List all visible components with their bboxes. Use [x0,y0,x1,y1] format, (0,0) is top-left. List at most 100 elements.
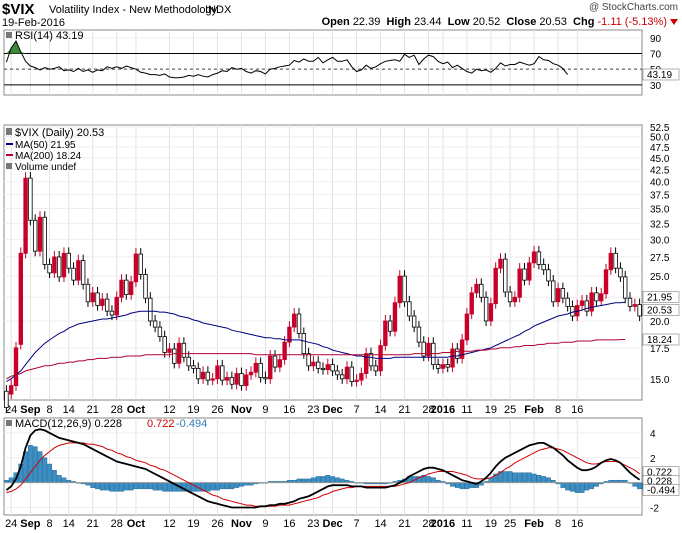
macd-histogram-bar [502,471,508,483]
macd-histogram-bar [219,482,225,490]
macd-histogram-bar [594,482,599,487]
candle-body [546,269,551,282]
candle-body [76,260,81,281]
x-tick-label: 9 [262,404,268,416]
candle-body [272,355,278,368]
candle-body [119,279,124,298]
candle-body [239,373,244,387]
open-label: Open [321,16,350,28]
candle-body [637,304,642,317]
candle-body [292,313,297,328]
macd-histogram-bar [205,482,211,492]
candle-body [594,292,599,302]
x-tick-label: 14 [63,518,75,530]
macd-panel [3,417,643,516]
candle-body [613,252,618,269]
candle-body [512,296,518,303]
x-tick-label: 7 [354,404,360,416]
candle-body [42,216,47,265]
ma50-last-value: 21.95 [647,293,672,304]
chg-value: -1.11 (-5.13%) [597,16,668,28]
x-tick-label: 14 [63,404,75,416]
macd-histogram-bar [61,477,67,483]
candle-body [277,359,283,368]
candle-body [100,298,105,306]
price-y-tick: 42.5 [650,165,670,176]
candle-body [133,253,139,283]
price-y-tick: 17.5 [650,344,670,355]
candle-body [531,251,537,264]
price-y-tick: 32.5 [650,219,670,230]
macd-histogram-bar [239,482,244,487]
candle-body [32,219,38,252]
x-tick-label: 28 [422,404,434,416]
candle-body [90,292,95,303]
candle-body [128,281,134,296]
macd-histogram-bar [128,482,134,491]
x-tick-label: 19 [485,404,497,416]
macd-legend: MACD(12,26,9) 0.228 [15,418,122,430]
candle-body [507,291,513,303]
candle-body [191,365,196,369]
x-tick-label: 16 [283,404,295,416]
open-value: 22.39 [352,16,381,28]
price-y-tick: 52.5 [650,123,670,134]
x-tick-label: 23 [307,404,319,416]
candle-body [220,365,225,381]
high-label: High [386,16,411,28]
candle-body [555,288,561,303]
candle-body [354,379,359,382]
macd-histogram-bar [325,475,331,483]
candle-body [464,313,470,341]
macd-histogram-bar [320,476,326,483]
candle-body [517,268,522,298]
x-tick-label: 28 [111,518,123,530]
candle-body [330,364,335,372]
down-arrow-icon [670,19,678,26]
ma200-line [6,339,626,380]
candle-body [172,348,177,364]
price-y-tick: 37.5 [650,191,670,202]
macd-histogram-bar [526,472,532,483]
x-tick-label: Feb [524,404,544,416]
macd-histogram-bar [450,482,455,487]
macd-histogram-bar [27,445,33,483]
candle-body [335,370,340,376]
candle-body [368,353,374,367]
candle-body [488,303,494,322]
candle-body [339,374,345,380]
candle-body [61,252,67,278]
close-last-value: 20.53 [647,306,672,317]
candle-body [320,367,326,371]
chart-symbol-name: Volatility Index - New Methodology [49,4,218,16]
macd-hist-last-value: -0.494 [647,486,676,497]
macd-histogram-bar [215,482,220,491]
macd-histogram-bar [42,457,48,483]
candle-body [498,258,503,269]
candle-body [138,253,143,275]
candle-body [234,373,239,385]
macd-y-tick: 2 [650,454,656,465]
candle-body [474,283,479,294]
macd-histogram-bar [90,482,96,488]
candle-body [402,275,407,303]
macd-signal-line [6,442,640,507]
ma200-legend: MA(200) 18.24 [15,151,82,162]
x-tick-label: 8 [555,518,561,530]
candle-body [383,320,388,346]
macd-histogram-bar [138,482,144,490]
price-y-tick: 45.0 [650,154,670,165]
price-y-tick: 40.0 [650,178,670,189]
macd-legend-icon [6,420,12,426]
x-tick-label: 24 [5,518,17,530]
chg-label: Chg [573,16,595,28]
macd-histogram-bar [133,482,139,490]
macd-histogram-bar [454,482,460,488]
x-tick-label: 16 [283,518,295,530]
x-tick-label: 21 [87,404,99,416]
chart-symbol: $VIX [2,1,35,18]
price-y-tick: 47.5 [650,143,670,154]
price-y-tick: 25.0 [650,272,670,283]
ma50-last-value-box [642,291,680,303]
candle-body [632,304,638,307]
